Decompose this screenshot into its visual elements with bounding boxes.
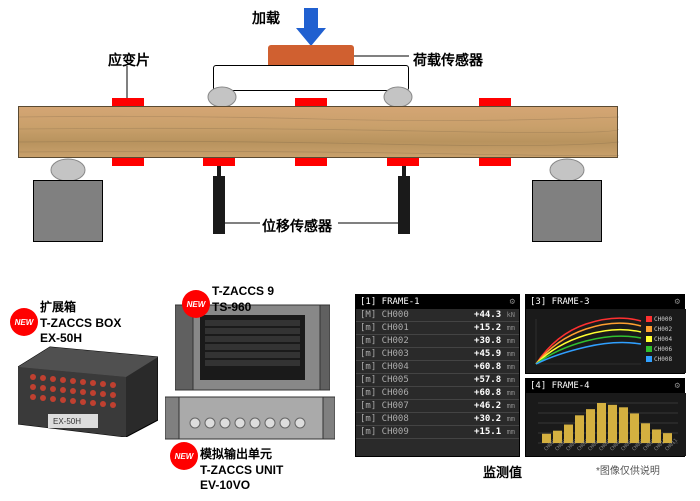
- load-label: 加载: [252, 8, 280, 28]
- monitor-label: 监测值: [483, 462, 522, 481]
- monitor-row: [m] CH006+60.8 mm: [356, 387, 519, 400]
- frame4-title: [4] FRAME-4⚙: [526, 379, 684, 393]
- strain-bot-1: [112, 158, 144, 166]
- frame1-title: [1] FRAME-1⚙: [356, 295, 519, 309]
- strain-leader: [126, 66, 128, 102]
- new-badge-1: NEW: [10, 308, 38, 336]
- disp-sensor-2: [398, 176, 410, 234]
- p1-l2: T-ZACCS BOX: [40, 316, 121, 332]
- p3-l1: 模拟输出单元: [200, 447, 283, 463]
- monitor-row: [m] CH001+15.2 mm: [356, 322, 519, 335]
- load-cell: [268, 45, 354, 65]
- p3-l3: EV-10VO: [200, 478, 283, 494]
- loadcell-leader: [354, 55, 414, 57]
- strain-label: 应变片: [108, 50, 150, 70]
- support-left: [33, 180, 103, 242]
- roller-top-left: [207, 86, 237, 108]
- p1-l1: 扩展箱: [40, 300, 121, 316]
- svg-text:CH000: CH000: [654, 316, 672, 323]
- p2-l2: TS-960: [212, 300, 274, 316]
- monitor-row: [M] CH000+44.3 kN: [356, 309, 519, 322]
- monitor-row: [m] CH007+46.2 mm: [356, 400, 519, 413]
- note-label: *图像仅供说明: [596, 462, 660, 477]
- loadcell-label: 荷载传感器: [413, 50, 483, 70]
- product1-labels: 扩展箱 T-ZACCS BOX EX-50H: [40, 300, 121, 347]
- strain-top-3: [479, 98, 511, 106]
- strain-bot-3: [295, 158, 327, 166]
- monitor-row: [m] CH005+57.8 mm: [356, 374, 519, 387]
- disp-leader-l: [225, 222, 265, 224]
- monitor-frame1: [1] FRAME-1⚙ [M] CH000+44.3 kN[m] CH001+…: [355, 294, 520, 457]
- p1-l3: EX-50H: [40, 331, 121, 347]
- p3-l2: T-ZACCS UNIT: [200, 463, 283, 479]
- monitor-row: [m] CH004+60.8 mm: [356, 361, 519, 374]
- disp-sensor-1: [213, 176, 225, 234]
- monitor-frame3: [3] FRAME-3⚙ CH000 CH002 CH004 CH006 CH008: [525, 294, 685, 374]
- roller-bot-left: [50, 158, 86, 182]
- product3-labels: 模拟输出单元 T-ZACCS UNIT EV-10VO: [200, 447, 283, 494]
- load-arrow: [296, 8, 326, 46]
- disp-label: 位移传感器: [262, 216, 332, 236]
- product-ex50h: EX-50H: [18, 342, 158, 437]
- svg-text:CH006: CH006: [654, 346, 672, 353]
- disp-leader-r: [338, 222, 400, 224]
- p2-l1: T-ZACCS 9: [212, 284, 274, 300]
- strain-bot-4: [387, 158, 419, 166]
- monitor-row: [m] CH002+30.8 mm: [356, 335, 519, 348]
- roller-bot-right: [549, 158, 585, 182]
- svg-text:CH004: CH004: [654, 336, 672, 343]
- strain-top-1: [112, 98, 144, 106]
- svg-text:CH008: CH008: [654, 356, 672, 363]
- strain-top-2: [295, 98, 327, 106]
- support-right: [532, 180, 602, 242]
- monitor-frame4: [4] FRAME-4⚙ CH000CH001CH002CH003CH004CH…: [525, 378, 685, 457]
- loading-plate: [213, 65, 409, 91]
- monitor-row: [m] CH008+30.2 mm: [356, 413, 519, 426]
- new-badge-2: NEW: [182, 290, 210, 318]
- strain-bot-5: [479, 158, 511, 166]
- frame3-title: [3] FRAME-3⚙: [526, 295, 684, 309]
- new-badge-3: NEW: [170, 442, 198, 470]
- monitor-row: [m] CH009+15.1 mm: [356, 426, 519, 439]
- svg-text:CH002: CH002: [654, 326, 672, 333]
- product-ev10vo: [165, 395, 335, 443]
- strain-bot-2: [203, 158, 235, 166]
- product2-labels: T-ZACCS 9 TS-960: [212, 284, 274, 315]
- beam: [18, 106, 618, 158]
- svg-text:EX-50H: EX-50H: [53, 417, 81, 426]
- monitor-row: [m] CH003+45.9 mm: [356, 348, 519, 361]
- roller-top-right: [383, 86, 413, 108]
